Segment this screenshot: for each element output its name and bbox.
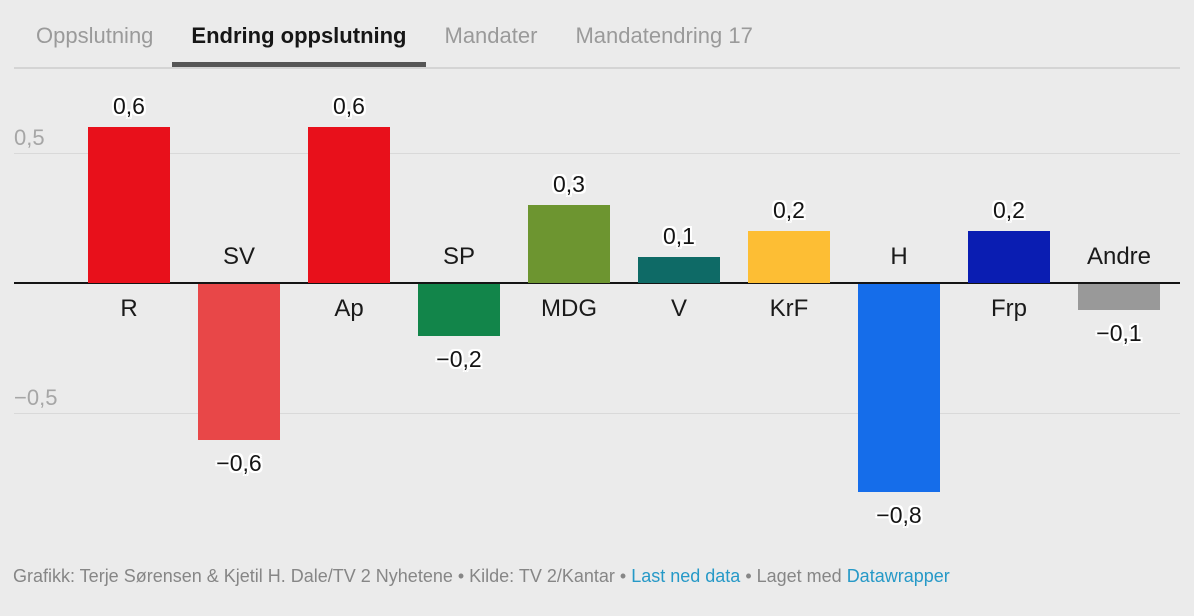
download-data-link[interactable]: Last ned data <box>631 566 740 586</box>
gridline <box>14 413 1180 414</box>
bar-sv <box>198 284 280 440</box>
bar-sp <box>418 284 500 336</box>
value-label-mdg: 0,3 <box>509 170 629 198</box>
value-label-sp: −0,2 <box>399 345 519 373</box>
category-label-mdg: MDG <box>509 294 629 324</box>
bar-chart: 0,5 −0,5 R 0,6 SV −0,6 Ap 0,6 SP −0,2 MDG 0,3 V 0,1 Kr… <box>0 0 1194 616</box>
bar-v <box>638 257 720 283</box>
value-label-ap: 0,6 <box>289 92 409 120</box>
category-label-r: R <box>69 294 189 324</box>
bar-h <box>858 284 940 492</box>
bar-krf <box>748 231 830 283</box>
value-label-r: 0,6 <box>69 92 189 120</box>
value-label-v: 0,1 <box>619 222 739 250</box>
category-label-frp: Frp <box>949 294 1069 324</box>
bar-ap <box>308 127 390 283</box>
footer-text: Grafikk: Terje Sørensen & Kjetil H. Dale… <box>13 566 631 586</box>
category-label-sp: SP <box>399 242 519 272</box>
bar-mdg <box>528 205 610 283</box>
bar-r <box>88 127 170 283</box>
value-label-sv: −0,6 <box>179 449 299 477</box>
category-label-h: H <box>839 242 959 272</box>
value-label-frp: 0,2 <box>949 196 1069 224</box>
category-label-krf: KrF <box>729 294 849 324</box>
gridline <box>14 153 1180 154</box>
category-label-sv: SV <box>179 242 299 272</box>
footer-credits: Grafikk: Terje Sørensen & Kjetil H. Dale… <box>13 565 1180 587</box>
bar-frp <box>968 231 1050 283</box>
datawrapper-link[interactable]: Datawrapper <box>847 566 950 586</box>
footer-text: • Laget med <box>740 566 846 586</box>
value-label-krf: 0,2 <box>729 196 849 224</box>
y-axis-tick-label: 0,5 <box>14 125 45 151</box>
bar-andre <box>1078 284 1160 310</box>
category-label-ap: Ap <box>289 294 409 324</box>
category-label-andre: Andre <box>1059 242 1179 272</box>
category-label-v: V <box>619 294 739 324</box>
y-axis-tick-label: −0,5 <box>14 385 57 411</box>
value-label-h: −0,8 <box>839 501 959 529</box>
value-label-andre: −0,1 <box>1059 319 1179 347</box>
